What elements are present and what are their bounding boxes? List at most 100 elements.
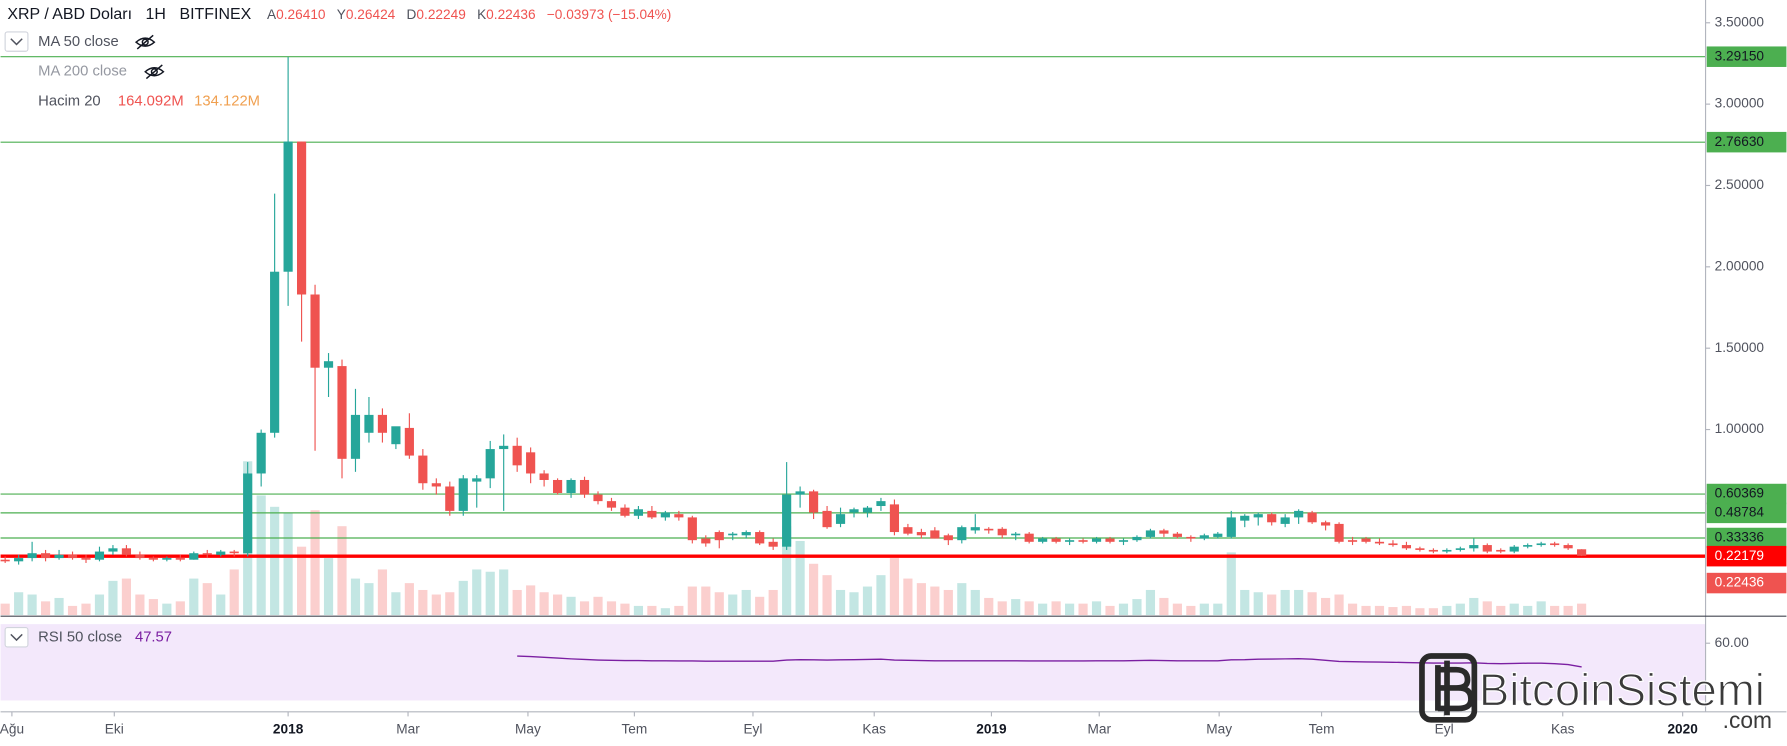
chevron-icon xyxy=(10,633,23,642)
volume-bar xyxy=(404,583,414,616)
volume-bar xyxy=(984,597,994,616)
candle-body xyxy=(297,141,307,295)
candle-body xyxy=(741,532,751,536)
candle-body xyxy=(1145,530,1156,537)
candle-body xyxy=(957,527,967,541)
header: XRP / ABD Doları 1H BITFINEX A0.26410 Y0… xyxy=(7,6,671,23)
volume-bar xyxy=(54,597,64,616)
volume-bar xyxy=(687,586,697,616)
x-tick-label: Tem xyxy=(621,722,647,737)
volume-bar xyxy=(714,592,724,616)
candle-body xyxy=(485,449,495,479)
candle-body xyxy=(1347,540,1358,542)
volume-bar xyxy=(1186,605,1196,616)
candle-body xyxy=(445,486,455,511)
candle-body xyxy=(202,553,212,555)
collapse-button[interactable] xyxy=(4,626,29,648)
candle-body xyxy=(377,414,388,433)
volume-bar xyxy=(40,601,51,616)
volume-value: 164.092M xyxy=(118,93,184,109)
x-tick-label: May xyxy=(1206,722,1232,737)
y-tick-label: 3.50000 xyxy=(1715,14,1765,29)
collapse-button[interactable] xyxy=(4,31,29,52)
candle-body xyxy=(270,271,280,433)
volume-bar xyxy=(566,596,576,616)
volume-bar xyxy=(1280,589,1290,616)
volume-bar xyxy=(1307,592,1317,616)
x-tick-label: Ağu xyxy=(0,722,24,737)
candle-body xyxy=(391,426,401,445)
candle-body xyxy=(1428,549,1438,552)
volume-bar xyxy=(943,589,953,616)
ohlc-value: 0.26424 xyxy=(346,6,396,21)
candle-body xyxy=(782,494,792,547)
candle-body xyxy=(256,432,266,474)
candle-body xyxy=(499,445,509,450)
x-tick-label: Eyl xyxy=(1435,722,1454,737)
candle-body xyxy=(620,507,630,516)
candle-body xyxy=(121,548,132,555)
ohlc-prefix: Y xyxy=(337,6,346,21)
volume-bar xyxy=(728,594,738,616)
volume-bar xyxy=(512,589,522,616)
interval: 1H xyxy=(146,6,166,23)
rsi-tick-label: 60.00 xyxy=(1715,635,1750,650)
candle-body xyxy=(1496,549,1506,552)
level-label: 2.76630 xyxy=(1715,134,1765,149)
candle-body xyxy=(1550,543,1560,546)
volume-bar xyxy=(593,596,603,616)
volume-bar xyxy=(310,510,320,616)
volume-bar xyxy=(1253,592,1263,616)
volume-bar xyxy=(445,592,455,616)
candle-body xyxy=(243,473,253,554)
candle-body xyxy=(1280,517,1290,524)
candle-body xyxy=(1523,545,1533,547)
volume-bar xyxy=(1240,589,1250,616)
candle-body xyxy=(1024,533,1034,542)
volume-bar xyxy=(1550,605,1560,616)
level-label-box xyxy=(1706,131,1787,153)
candle-body xyxy=(1186,536,1196,539)
ma50-label: MA 50 close xyxy=(38,34,119,50)
volume-bar xyxy=(930,586,940,616)
volume-bar xyxy=(1361,605,1371,616)
candle-body xyxy=(593,494,603,502)
candle-body xyxy=(1577,549,1587,556)
candle-body xyxy=(135,554,145,559)
candle-body xyxy=(809,491,819,513)
candle-body xyxy=(472,478,482,482)
volume-bar xyxy=(1428,608,1438,616)
volume-bar xyxy=(1334,594,1344,616)
level-label-box xyxy=(1706,502,1787,524)
candle-body xyxy=(1469,545,1479,549)
volume-bar xyxy=(1563,605,1573,616)
candle-body xyxy=(1455,548,1465,550)
candle-body xyxy=(1091,538,1102,542)
volume-bar xyxy=(229,569,239,616)
candle-body xyxy=(512,445,522,466)
y-tick-label: 2.00000 xyxy=(1715,258,1765,273)
candle-body xyxy=(216,551,226,555)
eye-off-icon[interactable] xyxy=(134,34,156,50)
volume-bar xyxy=(175,601,185,616)
ohlc-prefix: K xyxy=(477,6,486,21)
volume-bar xyxy=(553,594,563,616)
eye-off-icon[interactable] xyxy=(144,64,165,80)
candle-body xyxy=(687,517,697,541)
candle-body xyxy=(323,361,334,368)
volume-bar xyxy=(1294,589,1304,616)
volume-bar xyxy=(1496,605,1506,616)
candle-body xyxy=(997,528,1007,536)
candle-body xyxy=(1240,515,1250,521)
volume-bar xyxy=(1267,594,1277,616)
volume-bar xyxy=(835,589,846,616)
volume-bar xyxy=(377,569,388,616)
ohlc-value: 0.22436 xyxy=(486,6,535,21)
volume-bar xyxy=(1415,608,1425,616)
candle-body xyxy=(1038,538,1048,542)
chevron-icon xyxy=(10,38,23,46)
volume-bar xyxy=(148,599,158,616)
candle-body xyxy=(1334,523,1344,542)
candle-body xyxy=(1307,512,1317,523)
